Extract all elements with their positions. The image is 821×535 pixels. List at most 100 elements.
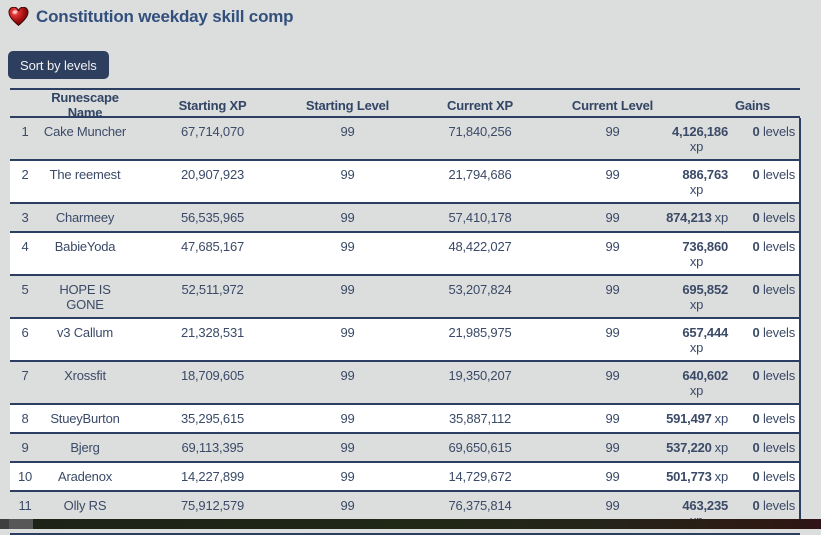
starting-xp-cell: 69,113,395	[181, 440, 244, 455]
page-title: Constitution weekday skill comp	[36, 7, 294, 26]
table-row: 3 Charmeey 56,535,965 99 57,410,178 99 8…	[10, 204, 800, 233]
rank-cell: 9	[21, 440, 29, 455]
starting-level-cell: 99	[340, 325, 355, 340]
starting-level-cell: 99	[340, 411, 355, 426]
gains-xp-cell: 886,763 xp	[665, 167, 728, 202]
player-name-cell: Charmeey	[55, 210, 115, 225]
gains-xp-cell: 591,497 xp	[665, 411, 728, 432]
player-name-cell: Xrossfit	[64, 368, 106, 383]
gains-levels-unit: levels	[762, 167, 795, 182]
gains-xp-cell: 4,126,186 xp	[665, 124, 728, 159]
starting-xp-cell: 20,907,923	[180, 167, 245, 182]
starting-xp-cell: 35,295,615	[180, 411, 245, 426]
constitution-heart-icon	[8, 7, 29, 27]
table-row: 8 StueyBurton 35,295,615 99 35,887,112 9…	[10, 405, 800, 434]
starting-xp-cell: 52,511,972	[181, 282, 244, 297]
player-name-cell: HOPE IS GONE	[59, 282, 111, 312]
current-level-cell: 99	[605, 325, 620, 340]
gains-levels-value: 0	[752, 440, 760, 455]
gains-levels-value: 0	[752, 282, 760, 297]
gains-levels-cell: 0 levels	[728, 282, 800, 317]
starting-level-cell: 99	[340, 368, 355, 383]
starting-xp-cell: 47,685,167	[180, 239, 245, 254]
gains-xp-cell: 501,773 xp	[665, 469, 728, 490]
gains-levels-unit: levels	[762, 239, 795, 254]
gains-xp-value: 591,497	[666, 411, 712, 426]
current-xp-cell: 71,840,256	[448, 124, 512, 139]
gains-levels-cell: 0 levels	[728, 124, 800, 159]
rank-cell: 6	[21, 325, 29, 340]
current-xp-cell: 69,650,615	[448, 440, 512, 455]
table-row: 7 Xrossfit 18,709,605 99 19,350,207 99 6…	[10, 362, 800, 405]
competition-table: Runescape Name Starting XP Starting Leve…	[10, 88, 800, 535]
gains-xp-unit: xp	[714, 210, 729, 225]
current-level-cell: 99	[605, 282, 620, 297]
gains-xp-unit: xp	[689, 182, 704, 197]
gains-xp-unit: xp	[689, 340, 704, 355]
player-name-cell: StueyBurton	[50, 411, 120, 426]
column-header-current-xp: Current XP	[447, 97, 513, 113]
column-header-current-level: Current Level	[571, 97, 654, 113]
starting-xp-cell: 21,328,531	[180, 325, 245, 340]
column-header-starting-level: Starting Level	[305, 97, 390, 113]
player-name-cell: Bjerg	[70, 440, 100, 455]
current-level-cell: 99	[605, 440, 620, 455]
rank-cell: 3	[21, 210, 29, 225]
current-level-cell: 99	[605, 210, 620, 225]
rank-cell: 1	[21, 124, 29, 139]
starting-level-cell: 99	[340, 282, 355, 297]
gains-levels-cell: 0 levels	[728, 498, 800, 533]
gains-xp-value: 501,773	[666, 469, 712, 484]
table-row: 1 Cake Muncher 67,714,070 99 71,840,256 …	[10, 118, 800, 161]
current-xp-cell: 21,794,686	[448, 167, 512, 182]
bottom-window-edge	[0, 519, 821, 529]
current-xp-cell: 76,375,814	[448, 498, 512, 513]
gains-xp-unit: xp	[714, 469, 729, 484]
gains-levels-value: 0	[752, 325, 760, 340]
current-xp-cell: 14,729,672	[448, 469, 512, 484]
starting-level-cell: 99	[340, 440, 355, 455]
table-scrollbar[interactable]	[799, 118, 801, 519]
gains-levels-unit: levels	[762, 325, 795, 340]
current-xp-cell: 21,985,975	[448, 325, 512, 340]
gains-levels-value: 0	[752, 239, 760, 254]
gains-xp-unit: xp	[714, 440, 729, 455]
gains-xp-value: 695,852	[682, 282, 728, 297]
table-row: 2 The reemest 20,907,923 99 21,794,686 9…	[10, 161, 800, 204]
player-name-cell: BabieYoda	[54, 239, 116, 254]
sort-by-levels-button[interactable]: Sort by levels	[8, 51, 109, 79]
rank-cell: 8	[21, 411, 29, 426]
gains-xp-unit: xp	[689, 254, 704, 269]
current-level-cell: 99	[605, 411, 620, 426]
gains-xp-unit: xp	[714, 411, 729, 426]
table-header-row: Runescape Name Starting XP Starting Leve…	[10, 88, 800, 120]
current-xp-cell: 48,422,027	[448, 239, 512, 254]
gains-levels-cell: 0 levels	[728, 368, 800, 403]
gains-levels-value: 0	[752, 498, 760, 513]
column-header-gains: Gains	[734, 97, 771, 113]
starting-level-cell: 99	[340, 167, 355, 182]
table-row: 10 Aradenox 14,227,899 99 14,729,672 99 …	[10, 463, 800, 492]
gains-xp-value: 4,126,186	[671, 124, 728, 139]
current-level-cell: 99	[605, 498, 620, 513]
current-level-cell: 99	[605, 469, 620, 484]
bottom-edge-left-segment	[0, 519, 33, 529]
gains-xp-cell: 537,220 xp	[665, 440, 728, 461]
current-level-cell: 99	[605, 124, 620, 139]
column-header-runescape-name: Runescape Name	[51, 90, 119, 120]
gains-levels-unit: levels	[762, 124, 795, 139]
current-xp-cell: 57,410,178	[448, 210, 512, 225]
gains-xp-value: 886,763	[682, 167, 728, 182]
table-row: 9 Bjerg 69,113,395 99 69,650,615 99 537,…	[10, 434, 800, 463]
player-name-cell: v3 Callum	[57, 325, 113, 340]
gains-levels-cell: 0 levels	[728, 167, 800, 202]
gains-levels-cell: 0 levels	[728, 325, 800, 360]
gains-xp-cell: 695,852 xp	[665, 282, 728, 317]
gains-xp-cell: 657,444 xp	[665, 325, 728, 360]
starting-xp-cell: 75,912,579	[180, 498, 245, 513]
starting-level-cell: 99	[340, 210, 355, 225]
gains-xp-value: 874,213	[666, 210, 712, 225]
gains-levels-value: 0	[752, 411, 760, 426]
gains-levels-value: 0	[752, 469, 760, 484]
page-header: Constitution weekday skill comp	[8, 7, 294, 27]
